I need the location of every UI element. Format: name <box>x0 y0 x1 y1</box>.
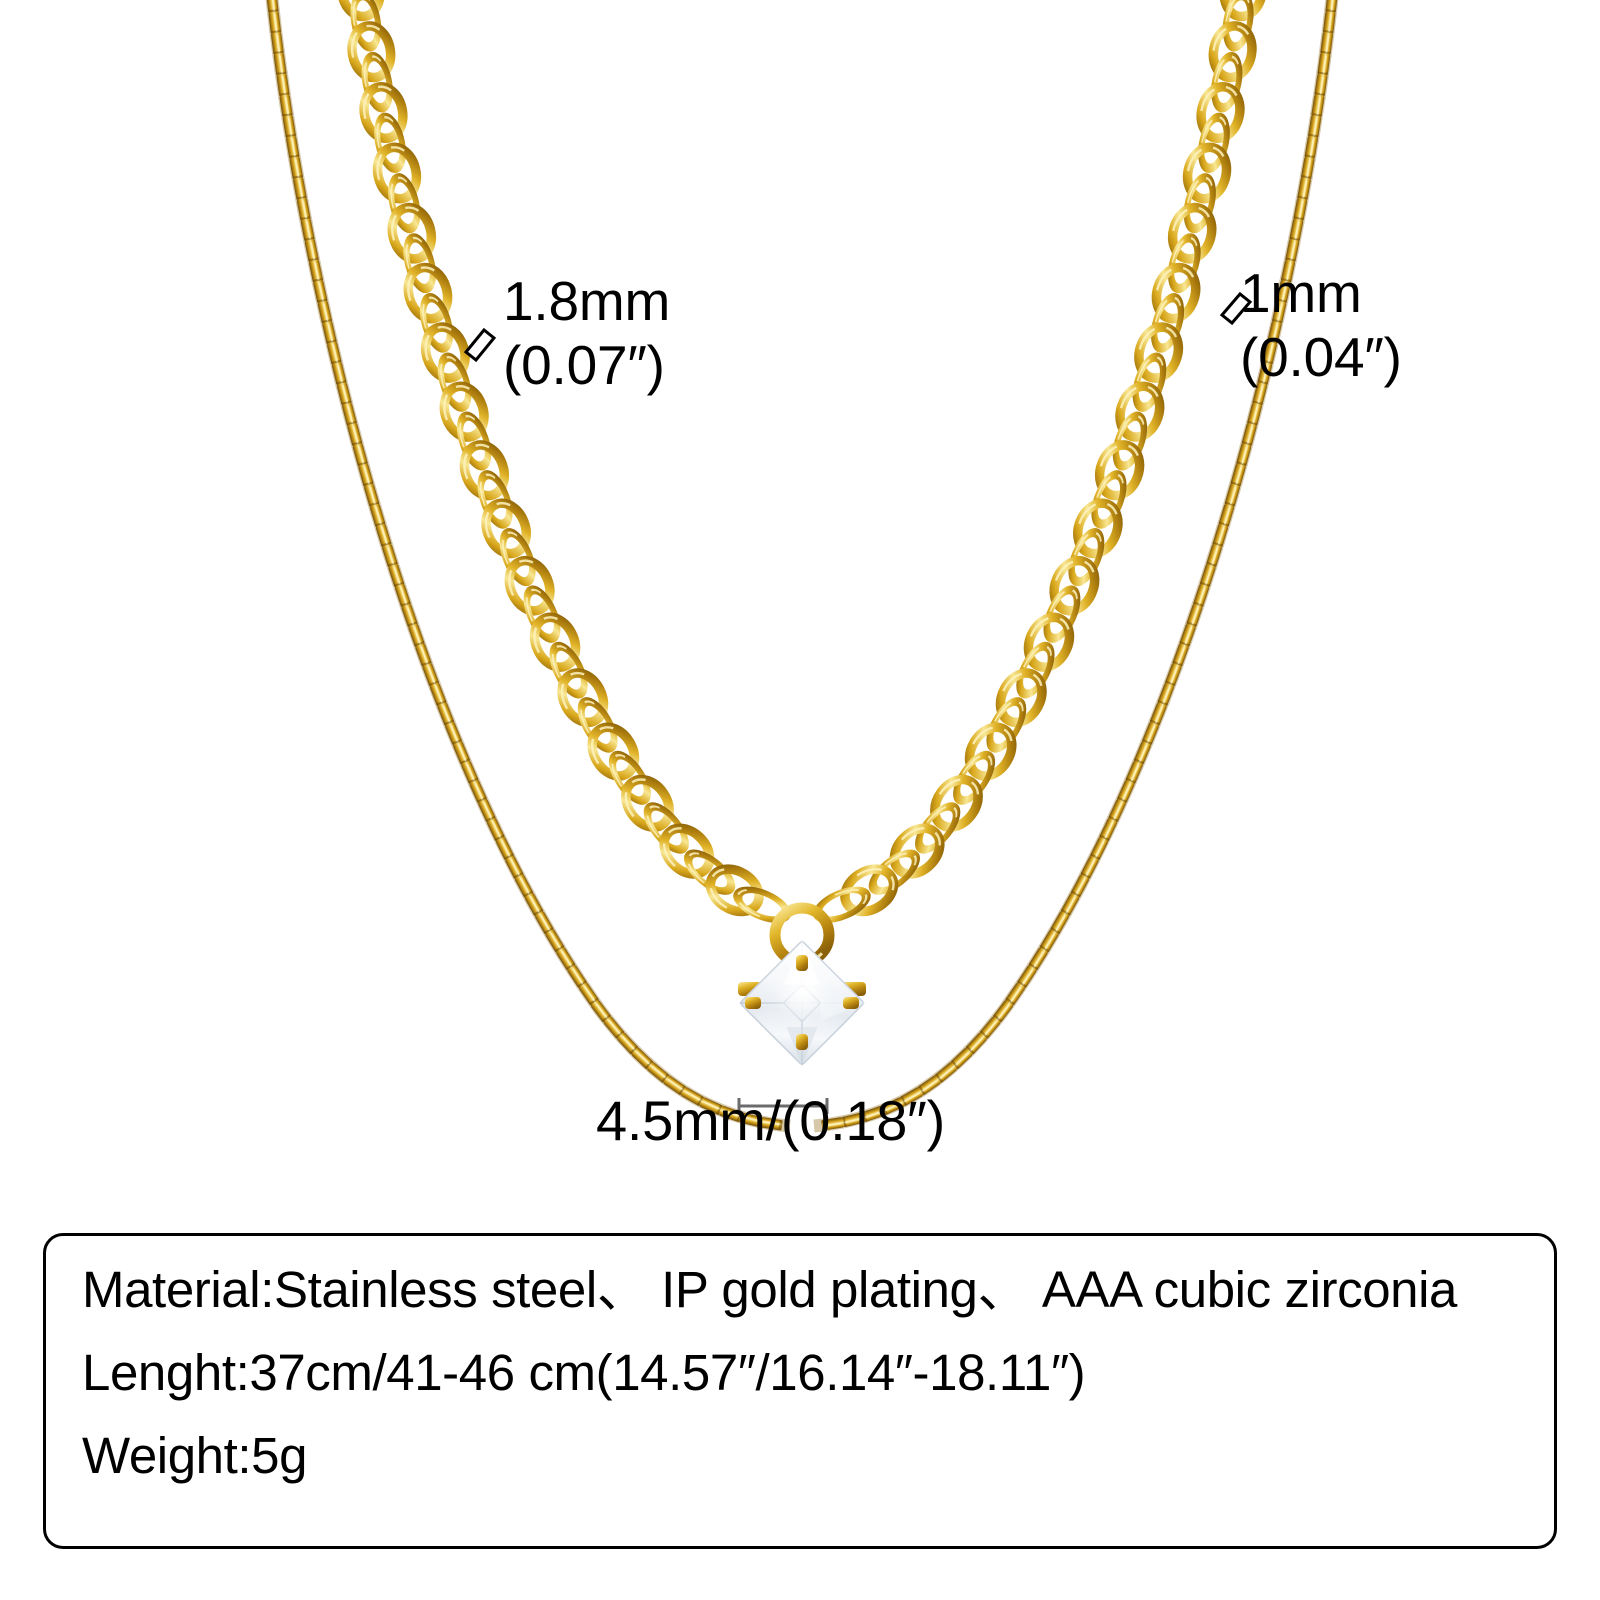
callout-pendant-width: 4.5mm/(0.18″) <box>596 1089 945 1152</box>
callout-left-line1: 1.8mm <box>503 270 671 332</box>
callout-snake-chain-width: 1mm (0.04″) <box>1240 262 1402 390</box>
callout-right-line1: 1mm <box>1240 262 1362 324</box>
length-line: Lenght:37cm/41-46 cm(14.57″/16.14″-18.11… <box>82 1344 1086 1401</box>
leader-marker-left <box>463 327 497 363</box>
weight-line: Weight:5g <box>82 1427 308 1484</box>
pendant-dimension-line <box>737 1098 829 1114</box>
cz-stone <box>739 940 865 1066</box>
material-line: Material:Stainless steel、 IP gold platin… <box>82 1261 1458 1318</box>
callout-cable-chain-width: 1.8mm (0.07″) <box>503 270 670 398</box>
callout-right-line2: (0.04″) <box>1240 325 1402 388</box>
callout-left-line2: (0.07″) <box>503 333 665 396</box>
specification-box: Material:Stainless steel、 IP gold platin… <box>43 1233 1557 1549</box>
leader-marker-right <box>1219 291 1253 326</box>
prong-tips <box>745 955 859 1050</box>
pendant <box>738 902 866 1066</box>
